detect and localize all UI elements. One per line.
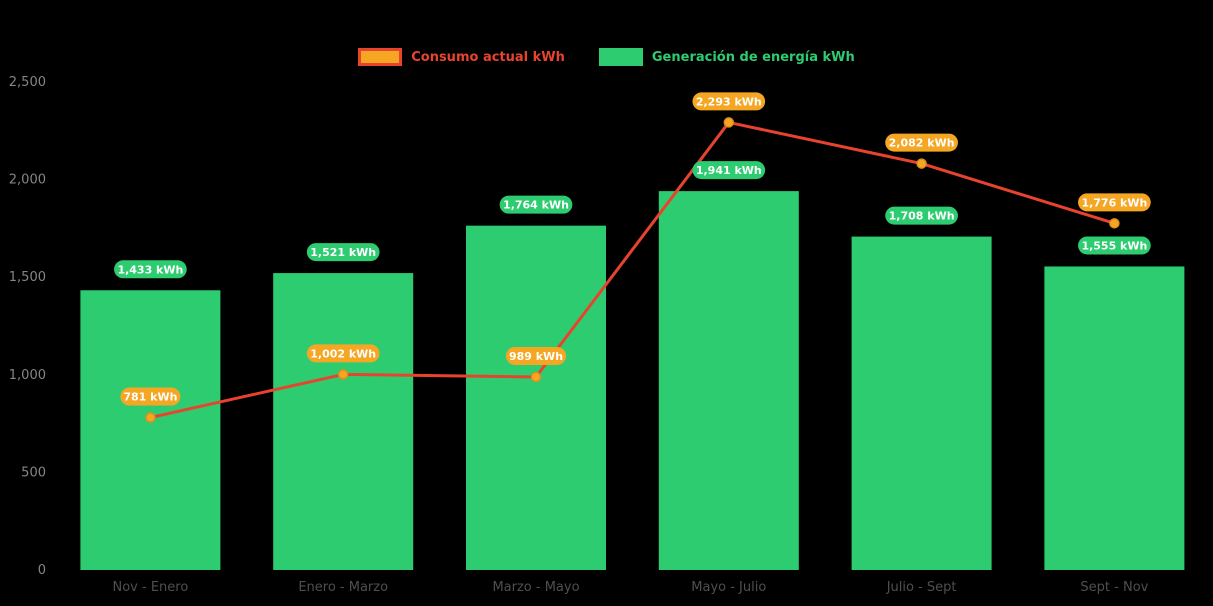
generation-bar[interactable]	[1044, 266, 1185, 570]
generation-value-badge: 1,555 kWh	[1078, 236, 1151, 255]
generation-bar[interactable]	[658, 191, 799, 570]
consumption-value-badge: 2,082 kWh	[885, 133, 958, 152]
generation-value-badge: 1,941 kWh	[692, 161, 766, 180]
generation-bar[interactable]	[466, 225, 606, 570]
consumption-value-badge: 1,776 kWh	[1078, 193, 1151, 212]
generation-value-badge: 1,433 kWh	[114, 260, 187, 279]
chart-legend: Consumo actual kWh Generación de energía…	[0, 48, 1213, 66]
consumo-swatch-icon	[358, 48, 403, 66]
legend-item-consumo[interactable]: Consumo actual kWh	[358, 48, 565, 66]
generation-value-badge-text: 1,555 kWh	[1081, 239, 1147, 252]
generacion-swatch-icon	[598, 48, 643, 66]
y-tick-label: 2,500	[9, 75, 46, 90]
consumption-value-badge-text: 989 kWh	[509, 350, 563, 363]
consumption-value-badge: 1,002 kWh	[306, 344, 380, 363]
consumption-point[interactable]	[916, 158, 927, 169]
legend-label-generacion: Generación de energía kWh	[651, 49, 855, 65]
y-tick-label: 0	[38, 563, 46, 578]
generation-value-badge-text: 1,764 kWh	[503, 199, 569, 212]
consumption-value-badge-text: 1,002 kWh	[310, 347, 376, 360]
generation-value-badge-text: 1,433 kWh	[117, 263, 183, 276]
generation-bar[interactable]	[851, 236, 992, 571]
consumption-point[interactable]	[1109, 218, 1120, 229]
legend-item-generacion[interactable]: Generación de energía kWh	[598, 48, 855, 66]
x-axis-label: Marzo - Mayo	[492, 580, 579, 595]
consumption-point[interactable]	[723, 117, 735, 128]
consumption-point[interactable]	[530, 371, 542, 383]
x-axis-label: Sept - Nov	[1080, 580, 1148, 595]
x-axis-label: Enero - Marzo	[298, 580, 388, 595]
legend-label-consumo: Consumo actual kWh	[411, 49, 565, 65]
consumption-point[interactable]	[337, 369, 349, 380]
generation-value-badge: 1,764 kWh	[499, 195, 573, 214]
consumption-value-badge-text: 2,293 kWh	[696, 95, 762, 108]
y-tick-label: 500	[21, 465, 46, 480]
x-axis-label: Nov - Enero	[113, 580, 189, 595]
generation-value-badge-text: 1,941 kWh	[696, 164, 762, 177]
generation-value-badge: 1,708 kWh	[885, 206, 958, 225]
generation-value-badge: 1,521 kWh	[306, 243, 380, 262]
generation-value-badge-text: 1,521 kWh	[310, 246, 376, 259]
x-axis-label: Mayo - Julio	[691, 580, 766, 595]
x-axis-label: Julio - Sept	[886, 580, 957, 595]
y-tick-label: 1,000	[9, 368, 46, 383]
y-tick-label: 1,500	[9, 270, 46, 285]
generation-value-badge-text: 1,708 kWh	[889, 210, 955, 223]
consumption-point[interactable]	[145, 412, 156, 423]
consumption-line	[148, 120, 1116, 420]
consumption-value-badge: 781 kWh	[120, 387, 181, 406]
consumption-value-badge-text: 781 kWh	[123, 391, 177, 404]
consumption-value-badge-text: 2,082 kWh	[889, 137, 955, 150]
generation-bar[interactable]	[273, 273, 414, 570]
consumption-value-badge: 2,293 kWh	[692, 92, 766, 111]
consumption-value-badge: 989 kWh	[505, 346, 567, 365]
generation-bar[interactable]	[80, 290, 221, 570]
y-tick-label: 2,000	[9, 173, 46, 188]
consumption-value-badge-text: 1,776 kWh	[1081, 196, 1147, 209]
